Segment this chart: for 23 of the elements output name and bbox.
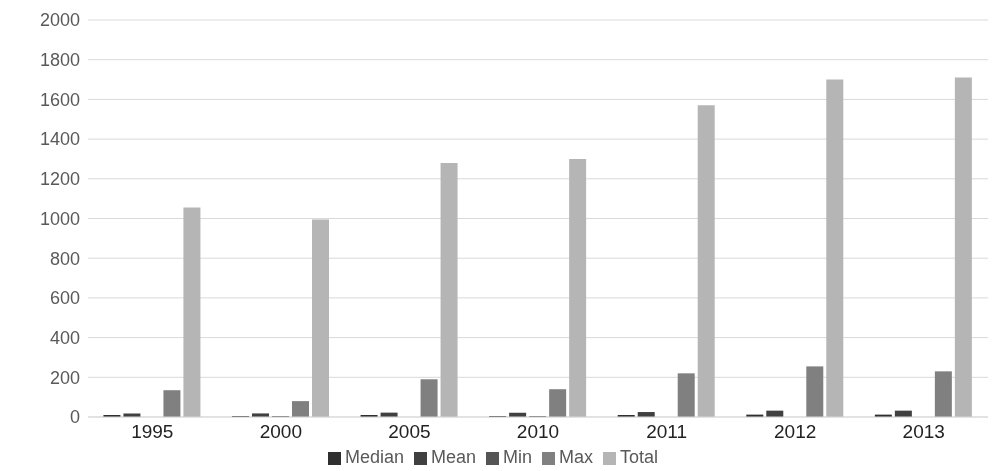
legend-label: Total	[620, 447, 659, 467]
y-tick-label: 1200	[39, 169, 80, 190]
x-tick-label: 2005	[388, 421, 431, 443]
y-tick-label: 600	[49, 288, 80, 309]
y-tick-label: 1600	[39, 89, 80, 110]
x-tick-label: 2000	[259, 421, 302, 443]
y-tick-label: 1400	[39, 129, 80, 150]
y-tick-label: 400	[49, 327, 80, 348]
legend-label: Mean	[430, 447, 476, 467]
y-tick-label: 800	[49, 248, 80, 269]
y-tick-label: 0	[69, 407, 80, 428]
y-tick-label: 200	[49, 367, 80, 388]
legend-label: Median	[344, 447, 404, 467]
x-tick-label: 2010	[516, 421, 560, 443]
x-tick-label: 2011	[646, 421, 687, 443]
legend-label: Min	[503, 447, 533, 467]
x-tick-label: 2013	[902, 421, 945, 443]
y-tick-label: 2000	[39, 10, 80, 31]
x-tick-label: 2012	[774, 421, 817, 443]
y-tick-label: 1800	[39, 50, 80, 71]
y-tick-label: 1000	[39, 208, 80, 229]
legend-label: Max	[559, 447, 594, 467]
x-tick-label: 1995	[131, 421, 174, 443]
